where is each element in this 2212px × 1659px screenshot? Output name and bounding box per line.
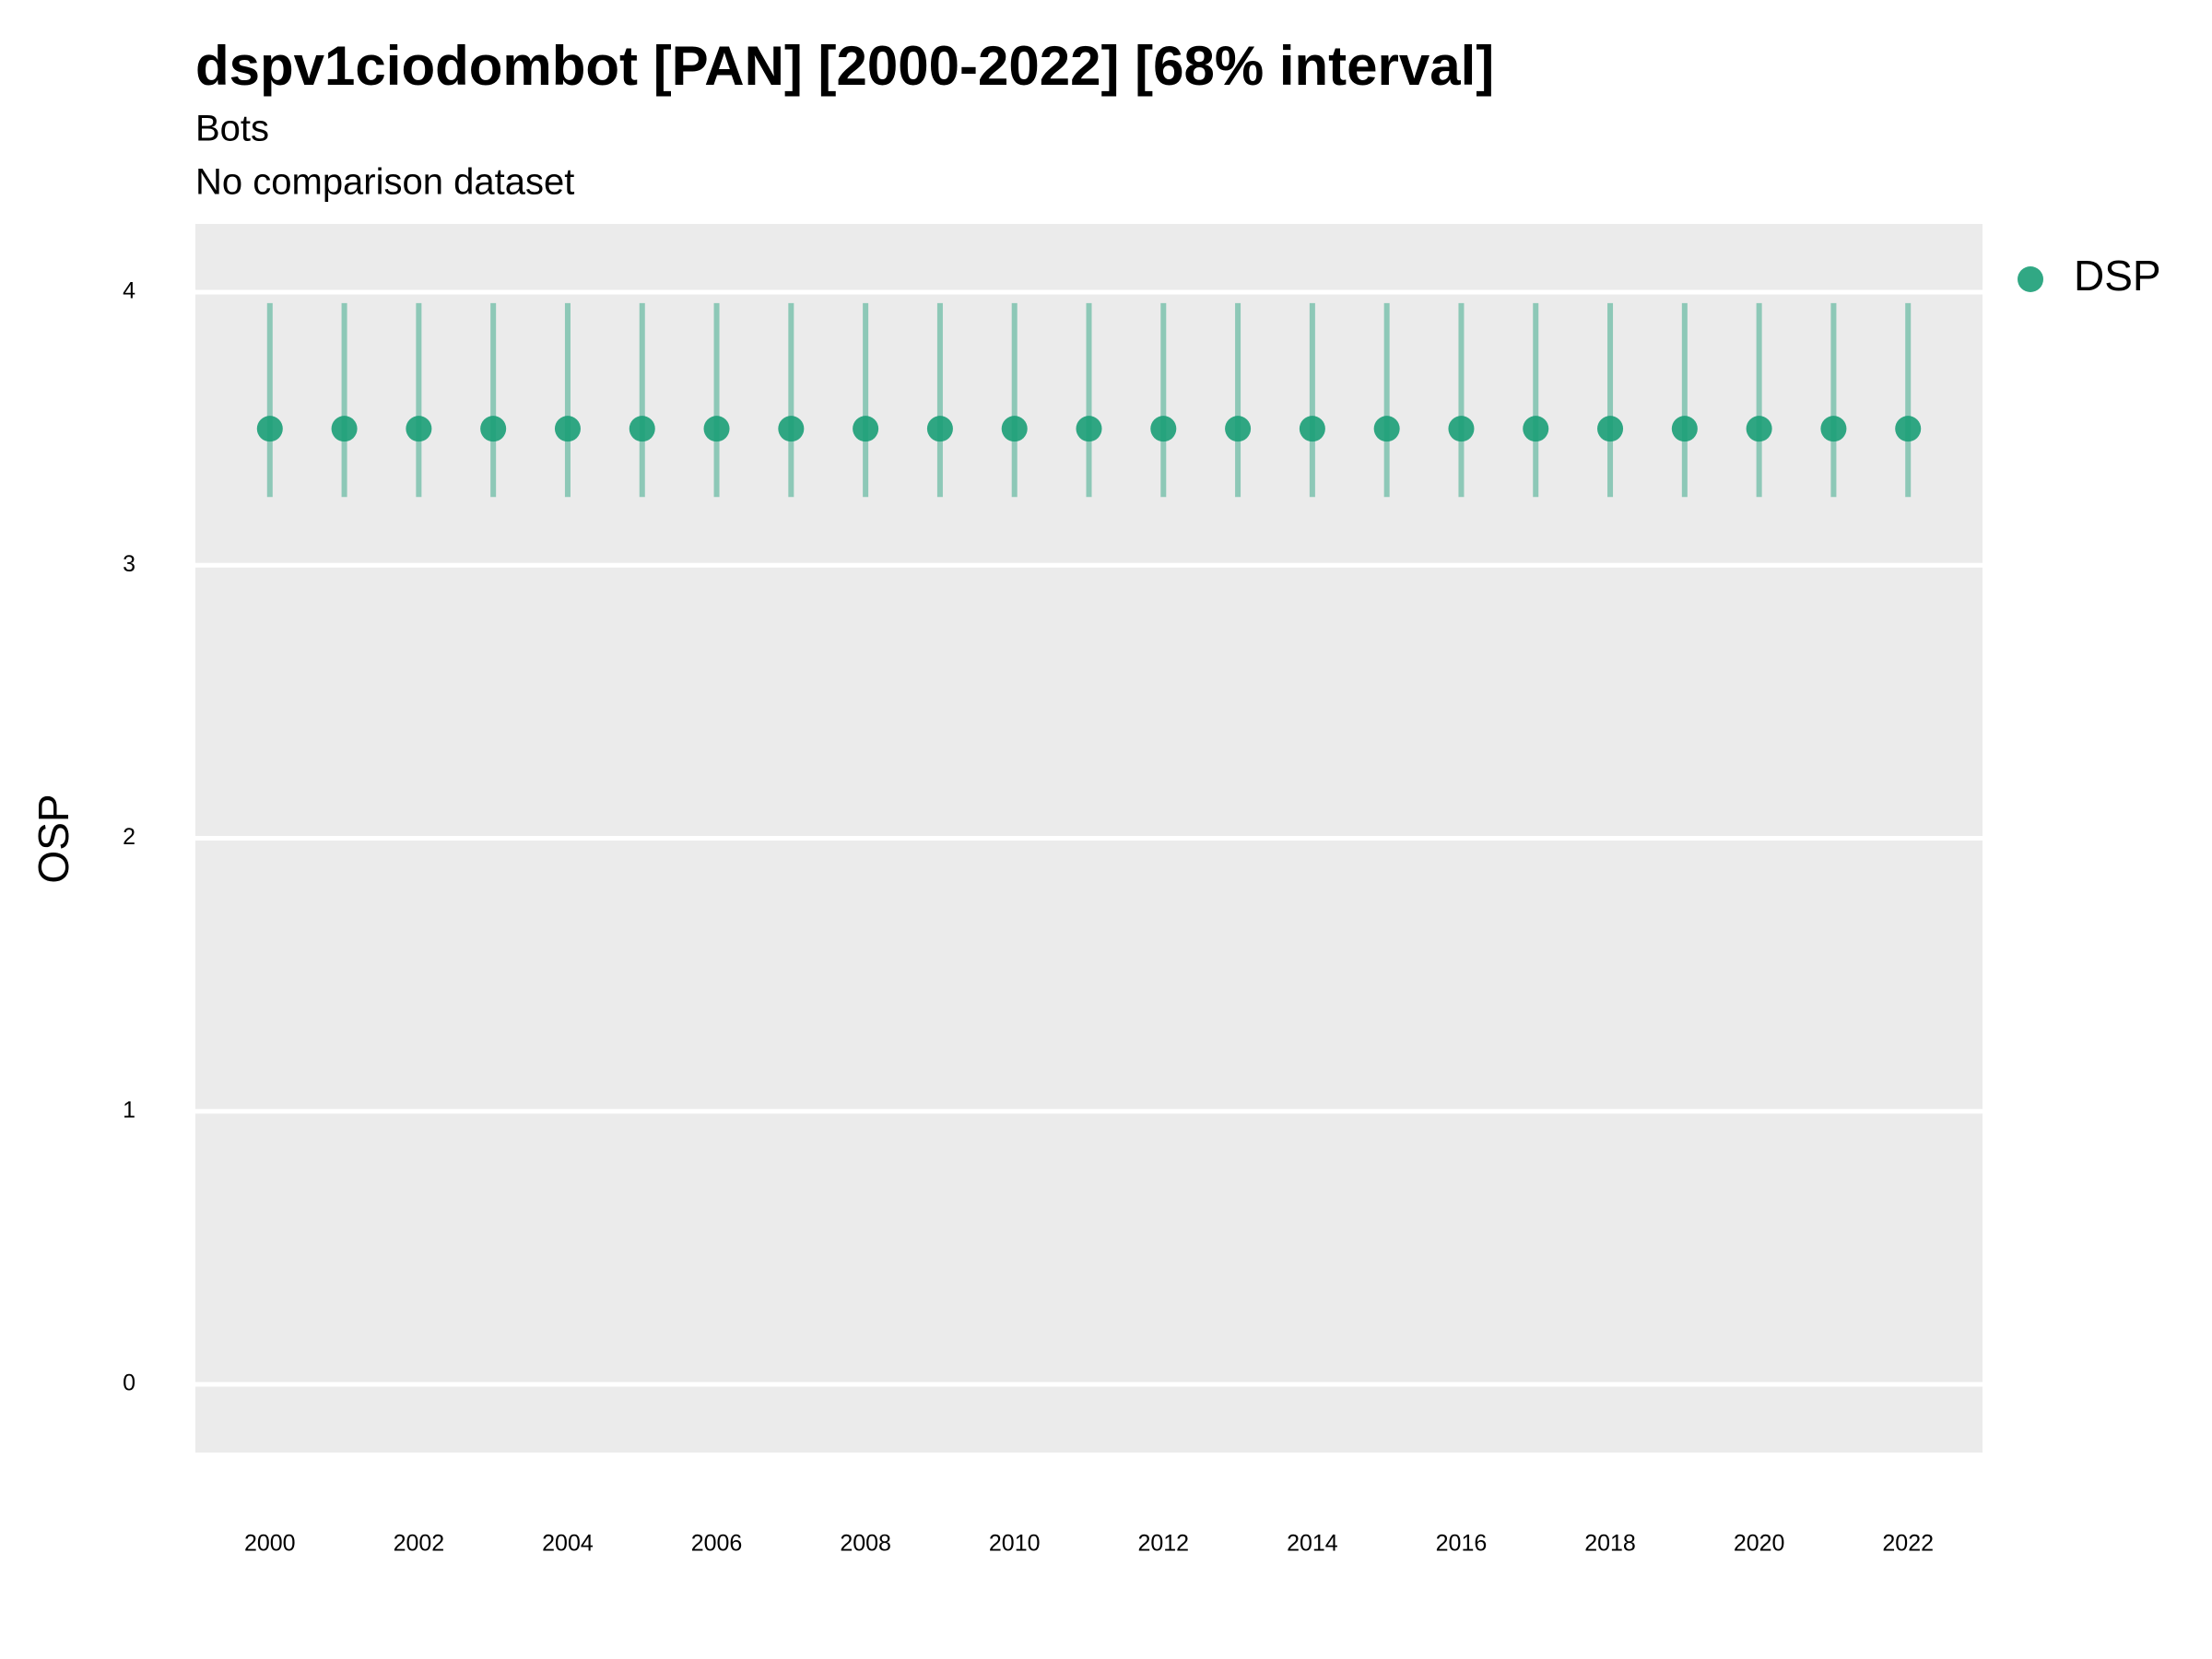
point <box>554 416 581 442</box>
x-tick-label: 2002 <box>394 1531 445 1557</box>
point <box>703 416 730 442</box>
point <box>1076 416 1102 442</box>
chart-subtitle: Bots <box>195 109 269 149</box>
point <box>1299 416 1325 442</box>
x-tick-label: 2018 <box>1584 1531 1636 1557</box>
legend-label: DSP <box>2074 252 2161 300</box>
point <box>256 416 283 442</box>
x-tick-label: 2000 <box>244 1531 296 1557</box>
point <box>1448 416 1475 442</box>
y-tick-label: 4 <box>123 278 135 304</box>
point <box>331 416 358 442</box>
point <box>778 416 805 442</box>
point <box>1150 416 1177 442</box>
y-tick-label: 2 <box>123 824 135 850</box>
point <box>480 416 507 442</box>
x-tick-label: 2016 <box>1436 1531 1488 1557</box>
point <box>1373 416 1400 442</box>
x-tick-label: 2006 <box>691 1531 743 1557</box>
y-axis-title: OSP <box>29 794 77 883</box>
x-tick-label: 2012 <box>1137 1531 1189 1557</box>
y-tick-label: 0 <box>123 1371 135 1396</box>
point <box>926 416 953 442</box>
x-tick-label: 2008 <box>840 1531 891 1557</box>
x-tick-label: 2022 <box>1882 1531 1934 1557</box>
chart-title: dspv1ciodombot [PAN] [2000-2022] [68% in… <box>195 35 1494 97</box>
x-tick-label: 2014 <box>1287 1531 1338 1557</box>
point <box>1671 416 1698 442</box>
point <box>1895 416 1922 442</box>
point <box>629 416 655 442</box>
point <box>1225 416 1252 442</box>
chart-caption: No comparison dataset <box>195 162 574 203</box>
y-tick-label: 3 <box>123 551 135 577</box>
point <box>406 416 432 442</box>
point <box>1001 416 1028 442</box>
point <box>1820 416 1847 442</box>
y-tick-label: 1 <box>123 1097 135 1123</box>
x-tick-label: 2020 <box>1734 1531 1785 1557</box>
x-tick-label: 2004 <box>542 1531 594 1557</box>
point <box>1746 416 1772 442</box>
x-tick-label: 2010 <box>989 1531 1041 1557</box>
point <box>1597 416 1624 442</box>
point <box>853 416 879 442</box>
legend-marker <box>2018 266 2043 292</box>
point <box>1523 416 1549 442</box>
